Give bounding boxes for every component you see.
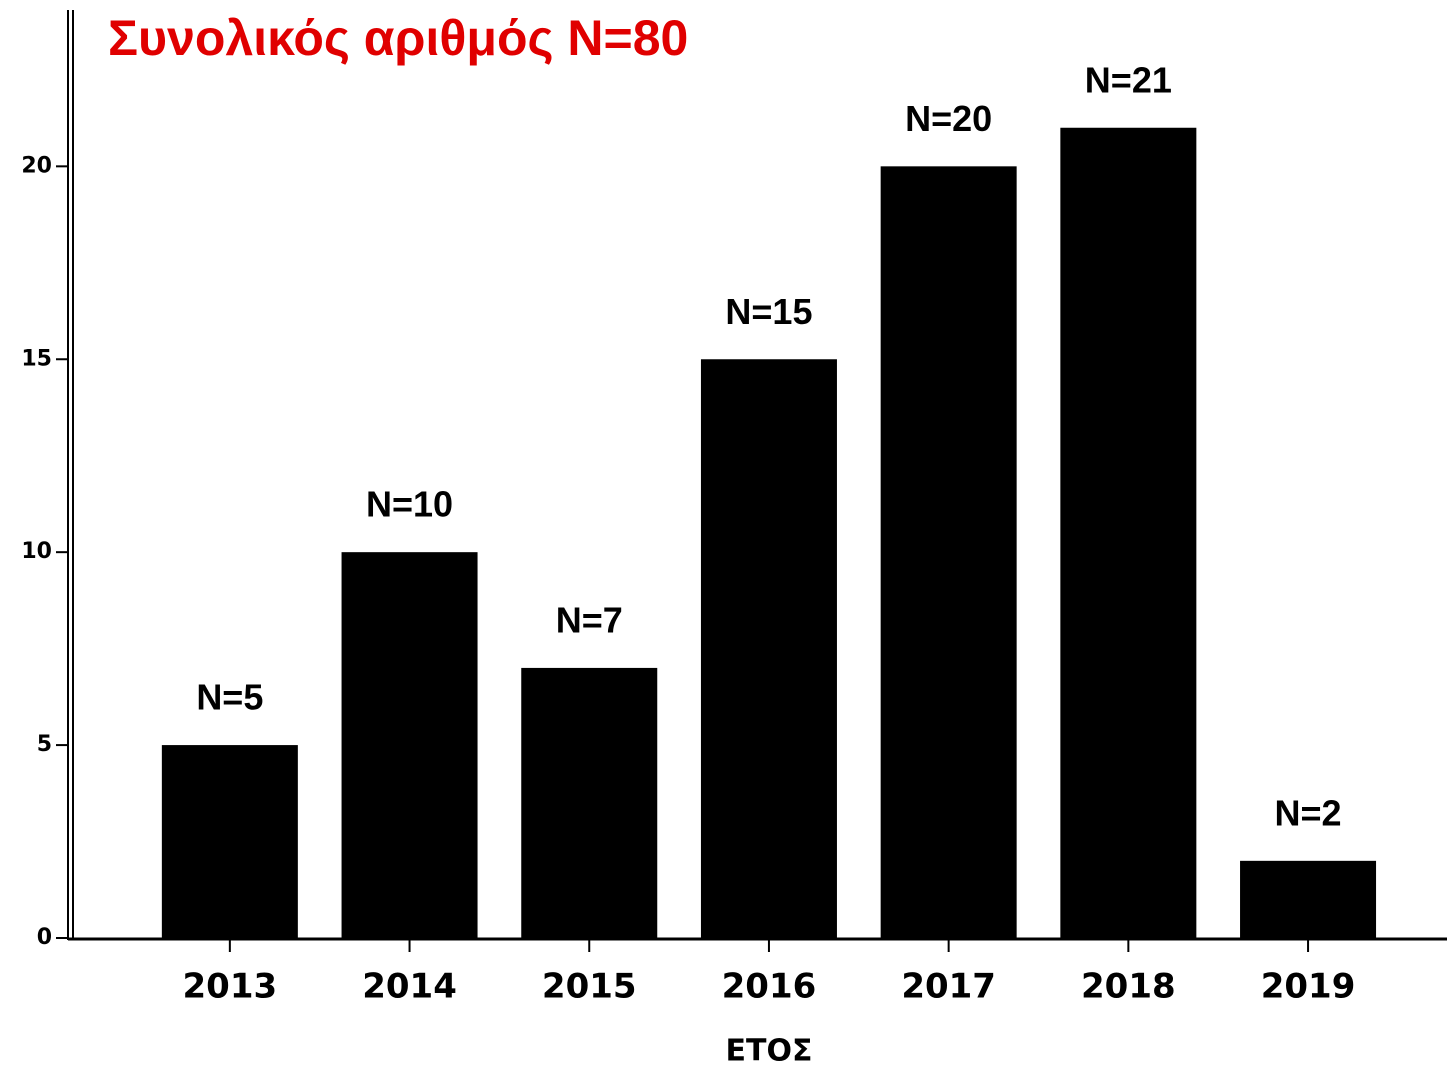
x-tick-label: 2018 [1081,967,1176,1007]
value-label: N=20 [905,98,992,139]
x-axis-label: ΕΤΟΣ [726,1034,813,1069]
chart-title: Συνολικός αριθμός N=80 [108,10,688,66]
value-label: N=21 [1085,59,1172,100]
value-label: N=7 [556,599,623,640]
value-label: N=2 [1275,792,1342,833]
y-tick-label: 0 [37,925,52,950]
x-tick-label: 2015 [542,967,637,1007]
bar [521,667,658,938]
value-label: N=5 [196,677,263,718]
x-tick-label: 2014 [362,967,457,1007]
y-tick-label: 20 [21,153,52,178]
x-tick-label: 2016 [722,967,817,1007]
value-label: N=15 [725,291,812,332]
bar [700,359,837,938]
bar [161,745,298,938]
x-tick-label: 2017 [901,967,996,1007]
y-tick-label: 10 [21,539,52,564]
bar [341,552,478,938]
bar [1240,860,1377,938]
bar [880,166,1017,939]
x-tick-label: 2019 [1261,967,1356,1007]
value-label: N=10 [366,484,453,525]
x-tick-label: 2013 [183,967,278,1007]
bar [1060,127,1197,938]
y-tick-label: 15 [21,346,52,371]
y-tick-label: 5 [37,732,52,757]
